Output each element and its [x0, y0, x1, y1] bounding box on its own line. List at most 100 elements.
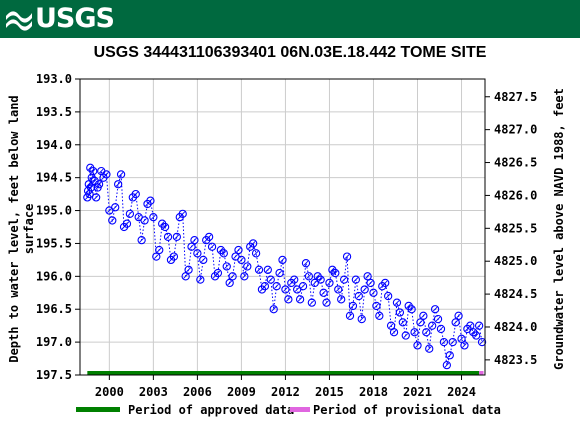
data-point: [295, 295, 305, 304]
data-point: [298, 282, 308, 291]
data-point: [181, 272, 190, 281]
data-point: [275, 268, 284, 278]
x-tick-label: 2009: [227, 385, 256, 399]
data-point: [339, 275, 349, 284]
data-point: [369, 288, 378, 297]
data-point: [155, 245, 164, 255]
data-point: [237, 255, 246, 265]
data-point: [116, 170, 126, 179]
y-axis-title-left-line2: surface: [22, 204, 36, 255]
data-point: [199, 255, 208, 265]
y-tick-label-right: 4825.0: [494, 254, 537, 268]
y-tick-label-left: 196.0: [36, 269, 72, 283]
data-point: [304, 272, 314, 281]
data-point: [425, 344, 434, 353]
data-point: [225, 278, 234, 288]
data-point: [360, 285, 369, 294]
data-point: [284, 295, 293, 304]
y-tick-label-left: 197.5: [36, 368, 72, 382]
y-tick-label-right: 4826.0: [494, 188, 537, 202]
data-point: [213, 268, 223, 278]
data-point: [102, 170, 111, 179]
data-point: [442, 360, 451, 370]
y-axis-title-left-line1: Depth to water level, feet below land: [7, 95, 21, 362]
data-point: [460, 341, 469, 350]
data-point: [125, 209, 135, 218]
data-point: [454, 311, 463, 320]
data-point: [228, 272, 237, 281]
series-connector-lines: [86, 167, 483, 366]
data-point: [422, 328, 431, 337]
data-point: [111, 203, 120, 212]
plot-frame: [79, 78, 486, 376]
data-point: [172, 232, 181, 242]
usgs-logo[interactable]: USGS: [4, 2, 115, 36]
y-tick-label-left: 197.0: [36, 335, 72, 349]
data-point: [260, 282, 270, 291]
data-point: [357, 314, 366, 324]
data-point: [337, 295, 346, 304]
data-point: [366, 278, 375, 288]
usgs-banner: USGS: [0, 0, 580, 38]
y-tick-label-left: 195.5: [36, 236, 72, 250]
data-point: [114, 180, 123, 189]
y-tick-label-left: 194.0: [36, 138, 72, 152]
y-tick-label-right: 4825.5: [494, 221, 537, 235]
data-point: [322, 298, 331, 307]
y-tick-label-right: 4827.5: [494, 90, 537, 104]
data-point: [386, 321, 396, 330]
usgs-wave-icon: [6, 11, 32, 31]
data-point: [451, 318, 460, 327]
data-point: [448, 337, 457, 347]
data-point: [184, 265, 193, 274]
data-point: [372, 301, 381, 311]
x-tick-label: 2012: [271, 385, 300, 399]
data-point: [351, 275, 361, 284]
data-point: [94, 180, 104, 189]
period-bars: [87, 371, 484, 375]
data-point: [398, 318, 407, 327]
data-point: [240, 272, 249, 281]
period-bar: [87, 371, 480, 375]
data-point: [222, 262, 231, 271]
data-point: [290, 275, 299, 284]
data-point: [140, 216, 149, 225]
data-point: [436, 324, 446, 334]
data-point: [474, 321, 484, 330]
legend-approved-label: Period of approved data: [128, 403, 294, 417]
data-point: [439, 337, 449, 347]
data-point: [395, 308, 405, 317]
data-point: [433, 314, 443, 324]
y-tick-label-left: 193.0: [36, 72, 72, 86]
x-tick-label: 2006: [183, 385, 212, 399]
data-point: [91, 193, 101, 202]
data-point: [389, 328, 399, 337]
data-point: [219, 249, 228, 258]
data-point: [269, 305, 278, 314]
data-point: [445, 351, 454, 360]
data-point: [193, 249, 202, 258]
data-point: [410, 328, 419, 337]
period-bar: [479, 371, 484, 375]
data-point: [375, 311, 384, 320]
data-point: [401, 331, 410, 340]
y-tick-label-right: 4826.5: [494, 156, 537, 170]
data-point: [466, 321, 475, 330]
y-tick-label-left: 196.5: [36, 302, 72, 316]
y-tick-label-right: 4824.0: [494, 320, 537, 334]
data-point: [307, 298, 316, 307]
y-tick-label-left: 195.0: [36, 204, 72, 218]
data-point: [207, 242, 217, 251]
data-point: [363, 272, 372, 281]
legend-provisional-label: Period of provisional data: [313, 403, 501, 417]
data-point: [354, 291, 363, 301]
series-connector-line: [86, 167, 483, 366]
y-tick-label-right: 4824.5: [494, 287, 537, 301]
y-tick-label-right: 4827.0: [494, 123, 537, 137]
data-point: [263, 265, 272, 274]
data-point: [416, 318, 425, 327]
data-point: [381, 278, 390, 288]
data-point: [163, 232, 173, 242]
data-point: [146, 196, 155, 205]
